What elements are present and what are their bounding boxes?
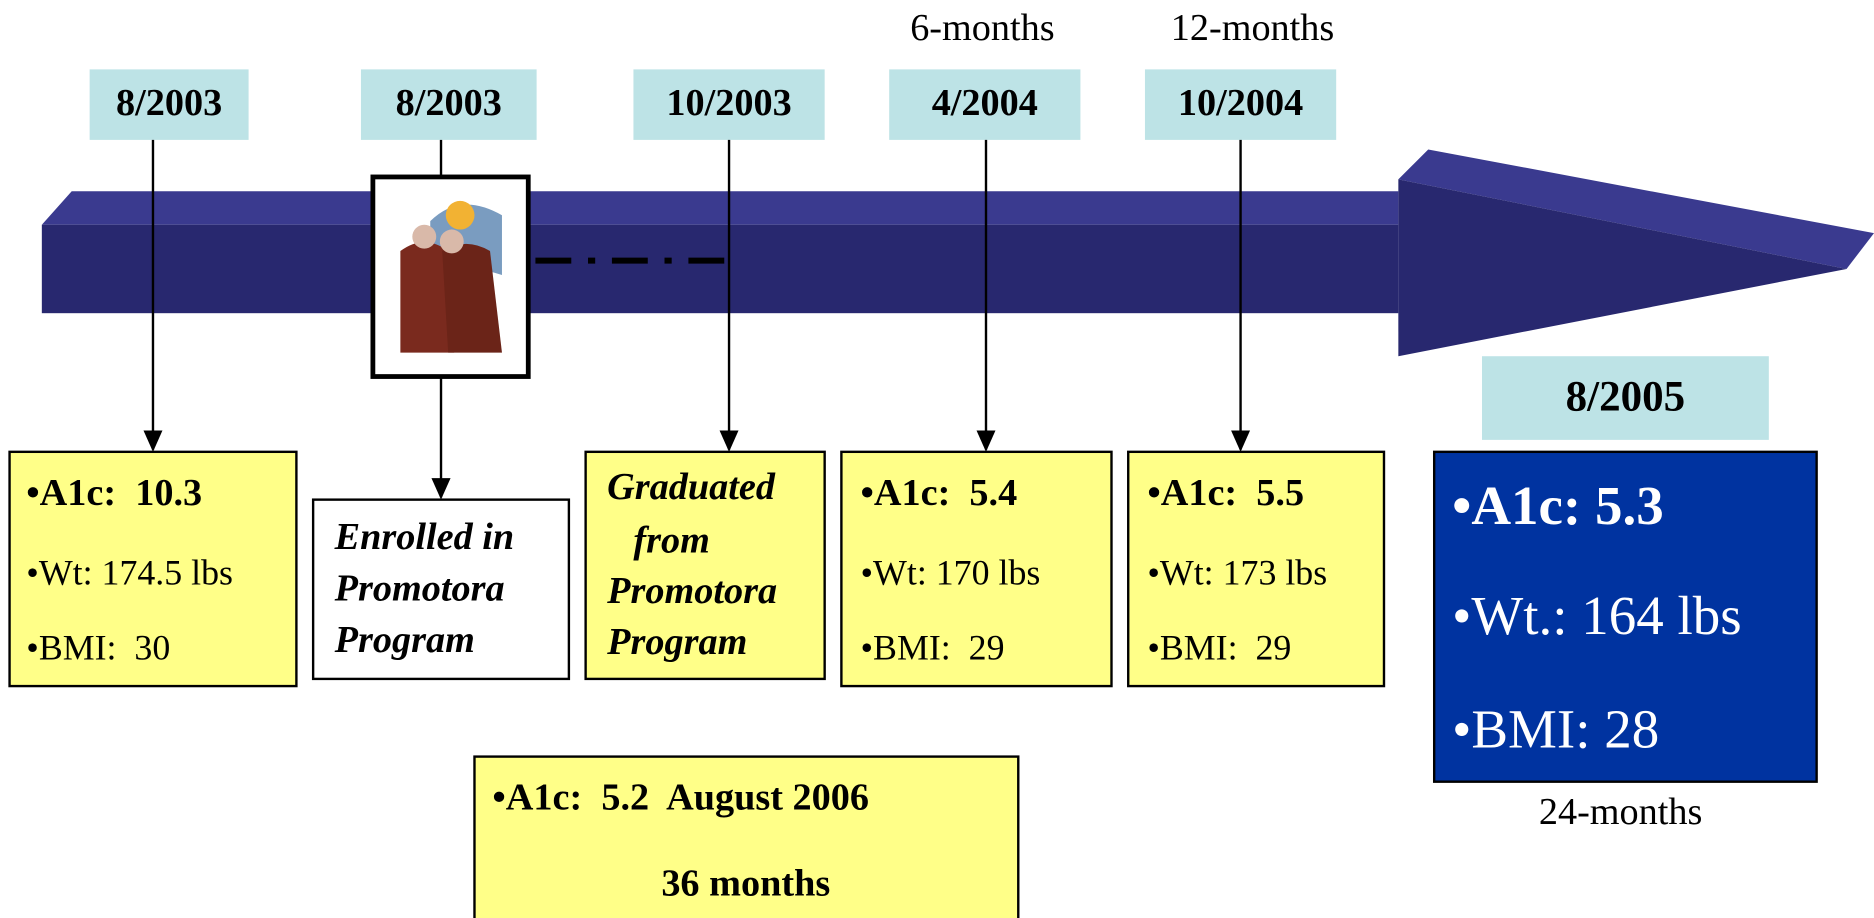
date: 10/2004 [1178,82,1303,124]
info-line: Enrolled in [334,516,515,558]
info-line: •Wt: 173 lbs [1147,552,1327,592]
timeline-arrow [42,149,1874,356]
photo [373,177,528,377]
info-line: Program [606,621,747,663]
info-line: •Wt: 174.5 lbs [26,552,233,592]
timeline-slide: 6-months 12-months 8/2003 •A1c: 10.3 •Wt: 17… [0,0,1874,918]
summary-line: •A1c: 5.2 August 2006 [492,777,869,819]
result-line: •Wt.: 164 lbs [1452,585,1742,646]
period-note: 24-months [1539,791,1703,833]
result-line: •A1c: 5.3 [1452,475,1664,536]
info-line: Promotora [606,570,777,612]
date: 8/2003 [116,82,222,124]
info-line: •BMI: 29 [861,628,1005,668]
info-line: from [633,520,709,562]
info-line: •A1c: 10.3 [26,472,202,514]
date: 10/2003 [666,82,791,124]
result-line: •BMI: 28 [1452,699,1659,760]
info-line: Promotora [334,567,505,609]
info-line: •A1c: 5.5 [1147,472,1304,514]
period-note: 6-months [910,7,1054,49]
info-line: •A1c: 5.4 [861,472,1018,514]
date: 8/2005 [1566,373,1686,420]
info-line: •Wt: 170 lbs [861,552,1041,592]
info-line: •BMI: 29 [1147,628,1291,668]
summary-line: 36 months [661,863,830,905]
info-line: •BMI: 30 [26,628,170,668]
info-line: Program [334,619,475,661]
info-line: Graduated [607,466,776,508]
date: 8/2003 [396,82,502,124]
date: 4/2004 [932,82,1038,124]
period-note: 12-months [1171,7,1335,49]
